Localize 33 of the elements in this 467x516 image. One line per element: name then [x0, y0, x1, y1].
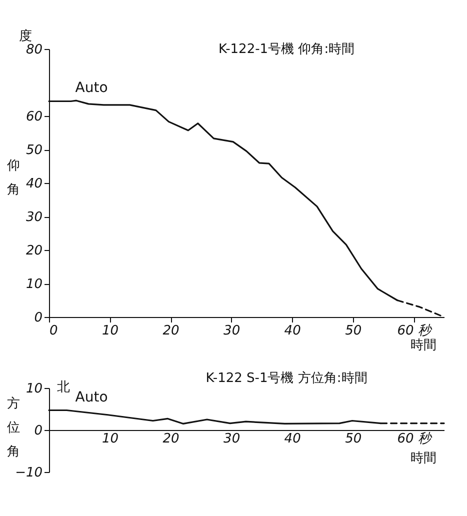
- text: 度: [19, 28, 32, 44]
- x-tick-label: 10: [102, 324, 119, 338]
- y-tick-label: 10: [26, 277, 42, 292]
- y-tick-label: 0: [34, 310, 42, 326]
- y-axis-title: 仰角: [7, 158, 20, 198]
- y-tick-label: −10: [15, 466, 42, 480]
- y-tick-label: 50: [26, 143, 42, 158]
- x-tick-label: 30: [224, 324, 240, 338]
- annotation: 北: [57, 380, 70, 395]
- x-tick-label: 40: [284, 432, 301, 446]
- x-tick-label: 40: [284, 324, 301, 338]
- annotation: Auto: [75, 389, 108, 406]
- y-tick-label: 40: [26, 176, 42, 192]
- chart-title: K-122-1号機 仰角:時間: [218, 42, 355, 57]
- y-tick-label: 60: [26, 110, 42, 124]
- y-axis-title: 方位角: [7, 396, 20, 460]
- y-tick-label: 30: [26, 210, 42, 225]
- x-tick-label: 10: [102, 432, 119, 446]
- y-tick-label: 10: [26, 382, 42, 396]
- x-axis-title: 時間: [410, 338, 437, 353]
- x-tick-label: 50: [345, 324, 362, 338]
- x-axis-title: 時間: [410, 451, 437, 466]
- annotation: Auto: [75, 80, 108, 96]
- y-tick-label: 80: [26, 42, 42, 58]
- x-tick-label: 50: [345, 432, 362, 446]
- y-tick-label: 20: [26, 244, 42, 258]
- x-tick-label: 20: [162, 324, 180, 338]
- x-tick-label: 20: [162, 432, 180, 446]
- x-tick-label: 30: [224, 432, 240, 446]
- x-tick-label: 60 秒: [397, 432, 433, 446]
- chart-title: K-122 S-1号機 方位角:時間: [206, 370, 368, 386]
- x-tick-label: 60 秒: [397, 324, 433, 338]
- x-tick-label: 0: [50, 324, 58, 338]
